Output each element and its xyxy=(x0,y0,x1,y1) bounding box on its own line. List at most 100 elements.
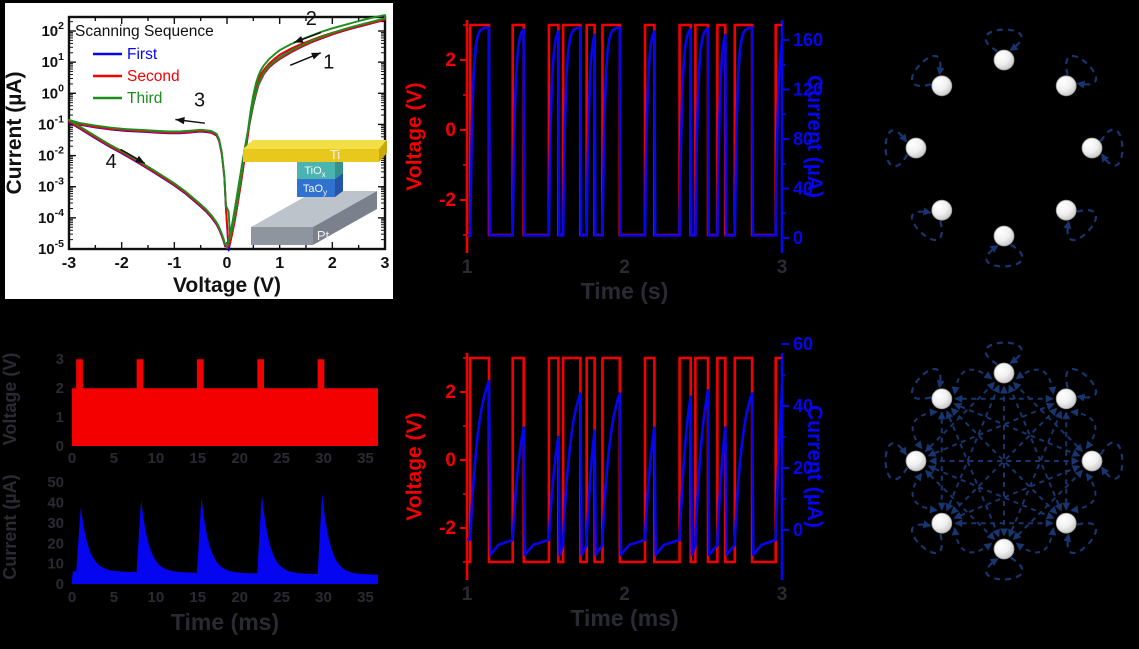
v-tick-label: 0 xyxy=(445,450,456,471)
current-axis-label: Current (µA) xyxy=(0,474,20,579)
x-tick-label: 20 xyxy=(231,450,248,467)
x-tick-label: 3 xyxy=(777,584,788,605)
v-tick-label: 0 xyxy=(445,120,456,141)
i-tick-label: 160 xyxy=(793,30,823,50)
current-waveform xyxy=(467,26,784,237)
self-loop-edge xyxy=(884,129,909,168)
voltage-axis-label: Voltage (V) xyxy=(403,412,426,520)
self-loop-edge xyxy=(884,442,909,481)
x-tick-label: 1 xyxy=(462,584,473,605)
inset-pt xyxy=(251,191,377,227)
x-tick-label: 35 xyxy=(357,589,374,606)
sweep-number: 1 xyxy=(323,51,334,73)
x-tick-label: 2 xyxy=(619,257,630,278)
inset-tiox-label: TiOx xyxy=(304,165,325,179)
network-node xyxy=(993,538,1015,560)
current-axis-label: Current (µA) xyxy=(803,75,825,198)
network-self-loops-diagram xyxy=(884,28,1124,268)
sweep-arrowhead xyxy=(135,155,145,164)
v-tick-label: -2 xyxy=(439,518,456,539)
current-waveform xyxy=(467,379,784,557)
inset-pt xyxy=(251,227,313,245)
self-loop-edge xyxy=(1065,54,1098,89)
i-tick-label: 80 xyxy=(793,129,813,149)
x-tick-label: 2 xyxy=(328,255,337,272)
v-tick-label: 3 xyxy=(56,351,64,368)
v-tick-label: 0 xyxy=(56,438,64,455)
network-node xyxy=(1055,388,1077,410)
y-tick-label: 10-2 xyxy=(38,145,64,165)
self-loop-edge xyxy=(1063,209,1098,242)
inset-tiox xyxy=(297,161,335,179)
y-tick-label: 10-4 xyxy=(38,207,64,227)
v-tick-label: 2 xyxy=(56,380,64,397)
self-loop-edge xyxy=(910,54,945,87)
network-node xyxy=(905,137,927,159)
x-tick-label: 15 xyxy=(189,589,206,606)
sweep-arrowhead xyxy=(311,52,321,60)
network-node xyxy=(931,199,953,221)
i-tick-label: 0 xyxy=(793,520,803,540)
x-tick-label: 5 xyxy=(110,589,118,606)
v-tick-label: 2 xyxy=(445,382,456,403)
y-axis-label: Current (µA) xyxy=(5,72,26,195)
self-loop-edge xyxy=(1099,128,1124,167)
network-node xyxy=(1055,512,1077,534)
inset-ti xyxy=(379,140,387,162)
self-loop-edge xyxy=(985,556,1024,581)
voltage-area xyxy=(72,359,378,446)
x-tick-label: -3 xyxy=(62,255,76,272)
x-tick-label: 3 xyxy=(381,255,390,272)
network-node xyxy=(931,75,953,97)
self-loop-edge xyxy=(985,243,1024,268)
network-node xyxy=(931,388,953,410)
x-tick-label: 20 xyxy=(231,589,248,606)
self-loop-edge xyxy=(1063,522,1098,555)
voltage-axis-label: Voltage (V) xyxy=(0,353,20,446)
connection-edge xyxy=(951,527,993,554)
legend-label: Second xyxy=(127,68,180,85)
legend-title: Scanning Sequence xyxy=(75,23,214,40)
inset-ti xyxy=(243,140,387,149)
inset-ti-label: Ti xyxy=(330,147,340,162)
current-axis-label: Current (µA) xyxy=(803,405,825,528)
network-node xyxy=(1055,199,1077,221)
network-node xyxy=(931,512,953,534)
v-tick-label: 1 xyxy=(56,409,64,426)
x-axis-label: Time (s) xyxy=(581,278,669,304)
self-loop-edge xyxy=(984,341,1023,366)
x-tick-label: 25 xyxy=(273,589,290,606)
sweep-arrowhead xyxy=(175,117,185,125)
x-tick-label: 1 xyxy=(462,257,473,278)
voltage-axis-label: Voltage (V) xyxy=(403,82,426,190)
x-tick-label: 30 xyxy=(315,450,332,467)
legend-label: Third xyxy=(127,90,162,107)
inset-pt-label: Pt xyxy=(317,228,330,243)
network-node xyxy=(1081,450,1103,472)
i-tick-label: 40 xyxy=(793,396,813,416)
iv-chart: -3 -2 -1 0 1 2 310-510-410-310-210-1100101102V… xyxy=(3,8,390,297)
inset-taoy xyxy=(297,179,335,197)
y-tick-label: 100 xyxy=(41,82,64,102)
self-loop-edge xyxy=(1065,367,1098,402)
y-tick-label: 101 xyxy=(41,51,64,71)
network-node xyxy=(1081,137,1103,159)
inset-pt xyxy=(313,191,377,245)
i-tick-label: 0 xyxy=(56,576,64,593)
i-tick-label: 120 xyxy=(793,80,823,100)
x-tick-label: 0 xyxy=(68,589,76,606)
self-loop-edge xyxy=(984,28,1023,53)
x-tick-label: 25 xyxy=(273,450,290,467)
y-tick-label: 102 xyxy=(41,20,64,40)
x-tick-label: -2 xyxy=(115,255,129,272)
self-loop-edge xyxy=(910,207,943,242)
x-tick-label: 2 xyxy=(619,584,630,605)
x-tick-label: 35 xyxy=(357,450,374,467)
connection-edge xyxy=(951,368,993,395)
i-tick-label: 20 xyxy=(793,458,813,478)
self-loop-edge xyxy=(910,520,943,555)
x-tick-label: -1 xyxy=(167,255,181,272)
